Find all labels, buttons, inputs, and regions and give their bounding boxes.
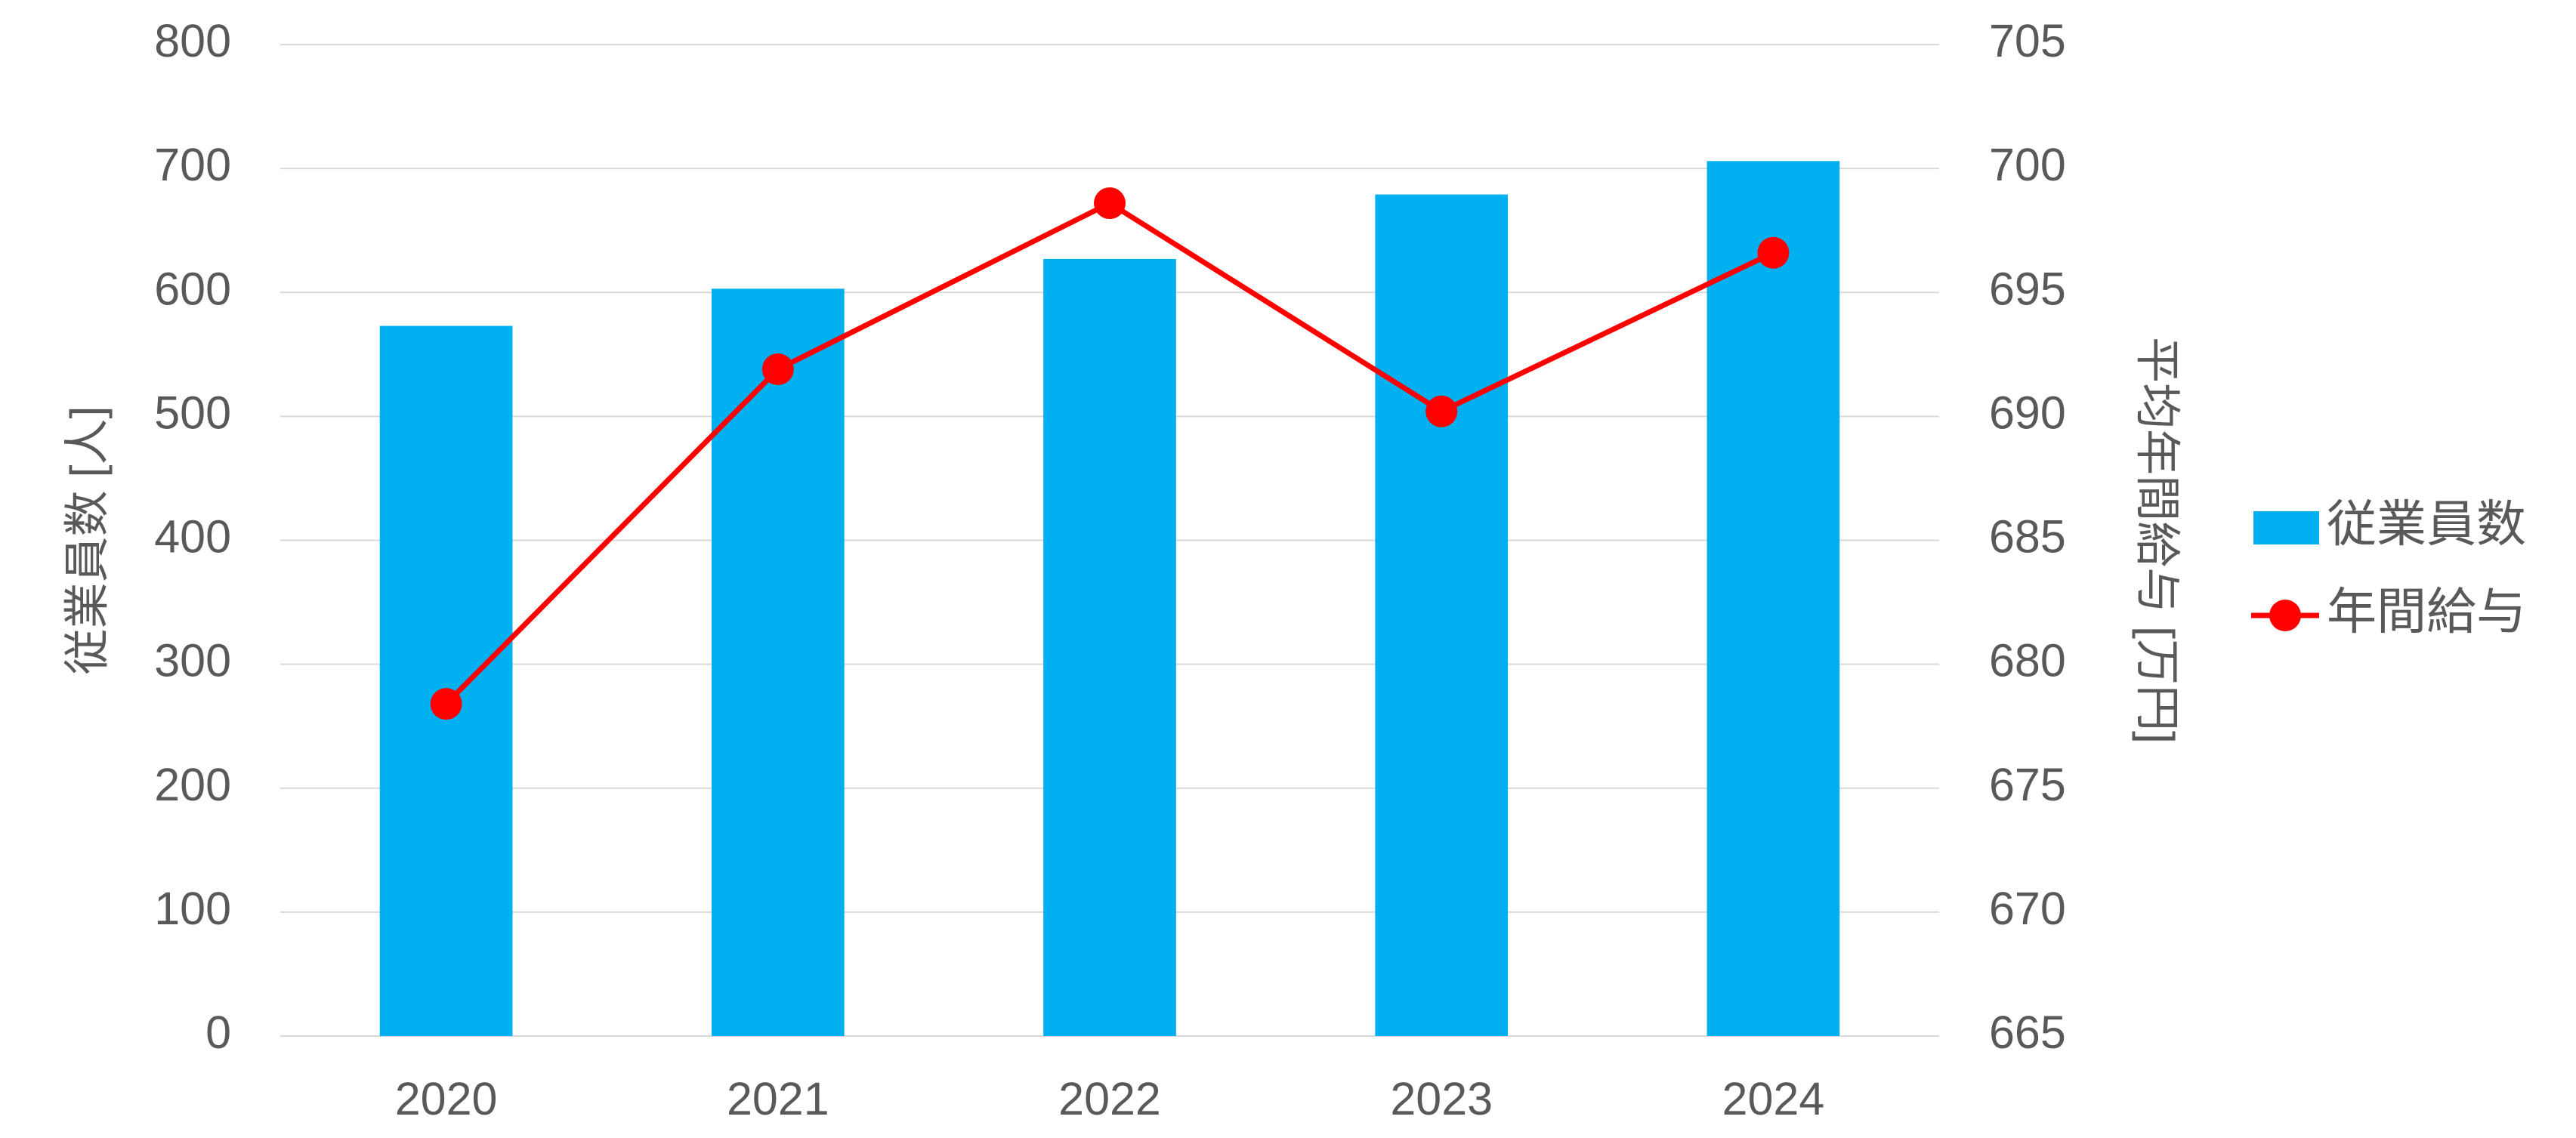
y2-tick-label: 670 (1989, 883, 2066, 934)
y2-tick-label: 675 (1989, 759, 2066, 810)
y2-tick-label: 680 (1989, 635, 2066, 686)
legend-marker (2269, 600, 2301, 631)
y2-tick-label: 695 (1989, 263, 2066, 314)
bar (1375, 194, 1509, 1036)
y2-tick-label: 690 (1989, 387, 2066, 438)
line-marker (761, 353, 794, 386)
bar (1043, 258, 1176, 1036)
line-marker (1757, 236, 1790, 269)
y-tick-label: 0 (205, 1007, 231, 1058)
y2-tick-label: 685 (1989, 511, 2066, 563)
x-tick-label: 2022 (1058, 1073, 1161, 1124)
y-tick-label: 600 (154, 263, 231, 314)
y2-tick-label: 705 (1989, 15, 2066, 66)
y-tick-label: 100 (154, 883, 231, 934)
x-tick-label: 2020 (395, 1073, 498, 1124)
y-tick-label: 200 (154, 759, 231, 810)
bar (711, 288, 845, 1036)
bar (379, 325, 513, 1037)
legend-swatch (2253, 511, 2319, 544)
x-tick-label: 2024 (1722, 1073, 1825, 1124)
x-tick-label: 2023 (1390, 1073, 1493, 1124)
bar (1707, 161, 1840, 1037)
x-tick-label: 2021 (727, 1073, 829, 1124)
y-tick-label: 300 (154, 635, 231, 686)
legend-label: 従業員数 (2327, 495, 2526, 551)
y-tick-label: 500 (154, 387, 231, 438)
legend-label: 年間給与 (2327, 583, 2526, 639)
y-tick-label: 800 (154, 15, 231, 66)
line-marker (430, 688, 462, 720)
line-marker (1094, 187, 1126, 220)
y2-tick-label: 665 (1989, 1007, 2066, 1058)
y-axis-title: 従業員数 [人] (61, 406, 113, 675)
y-tick-label: 400 (154, 511, 231, 563)
y2-tick-label: 700 (1989, 139, 2066, 190)
y-tick-label: 700 (154, 139, 231, 190)
line-marker (1425, 395, 1458, 427)
y2-axis-title: 平均年間給与 [万円] (2132, 337, 2183, 744)
